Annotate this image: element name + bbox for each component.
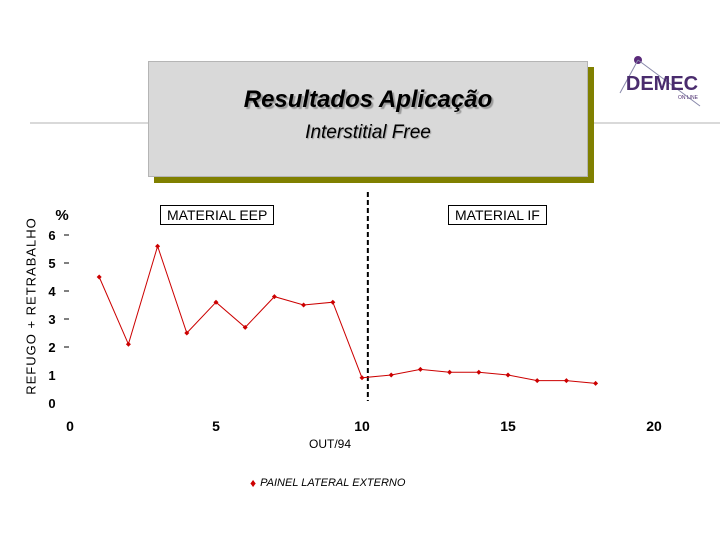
data-point bbox=[155, 243, 161, 249]
decorative-line-left bbox=[30, 122, 150, 124]
region-label-material-eep: MATERIAL EEP bbox=[160, 205, 275, 225]
slide-subtitle: Interstitial Free bbox=[305, 122, 431, 143]
data-point bbox=[359, 375, 365, 381]
y-tick-label: 4 bbox=[48, 284, 56, 299]
logo-subtext: ON LINE bbox=[678, 95, 699, 101]
legend-series-name: PAINEL LATERAL EXTERNO bbox=[260, 477, 406, 489]
data-point bbox=[242, 324, 248, 330]
x-tick-label: 5 bbox=[212, 418, 220, 434]
slide-title: Resultados Aplicação bbox=[243, 86, 493, 113]
demec-logo: DEMEC ON LINE bbox=[619, 56, 701, 107]
data-point bbox=[447, 369, 453, 375]
data-point bbox=[417, 366, 423, 372]
data-point bbox=[213, 299, 219, 305]
chart-legend: ♦ PAINEL LATERAL EXTERNO bbox=[250, 477, 405, 489]
data-point bbox=[301, 302, 307, 308]
y-tick-label: 5 bbox=[48, 256, 55, 271]
data-point bbox=[534, 378, 540, 384]
y-tick-label: 0 bbox=[48, 396, 55, 411]
title-box: Resultados Aplicação Interstitial Free bbox=[148, 61, 588, 177]
logo-text: DEMEC bbox=[626, 73, 698, 95]
data-point bbox=[505, 372, 511, 378]
x-axis-label: OUT/94 bbox=[308, 437, 352, 451]
x-tick-label: 20 bbox=[646, 418, 662, 434]
x-tick-label: 10 bbox=[354, 418, 370, 434]
y-tick-label: 1 bbox=[48, 368, 55, 383]
data-point bbox=[593, 380, 599, 386]
series-line bbox=[98, 244, 596, 384]
data-point bbox=[96, 274, 102, 280]
data-point bbox=[271, 294, 277, 300]
data-point bbox=[330, 299, 336, 305]
x-tick-label: 0 bbox=[66, 418, 74, 434]
data-point bbox=[125, 341, 131, 347]
data-point bbox=[184, 330, 190, 336]
x-tick-label: 15 bbox=[500, 418, 516, 434]
y-tick-label: 6 bbox=[48, 228, 55, 243]
decorative-line-right bbox=[592, 122, 720, 124]
data-point bbox=[476, 369, 482, 375]
y-unit-label: % bbox=[55, 207, 68, 224]
region-label-material-if: MATERIAL IF bbox=[448, 205, 547, 225]
data-point bbox=[563, 378, 569, 384]
y-tick-label: 2 bbox=[48, 340, 55, 355]
data-point bbox=[388, 372, 394, 378]
y-tick-label: 3 bbox=[48, 312, 55, 327]
legend-diamond-icon: ♦ bbox=[250, 476, 257, 490]
